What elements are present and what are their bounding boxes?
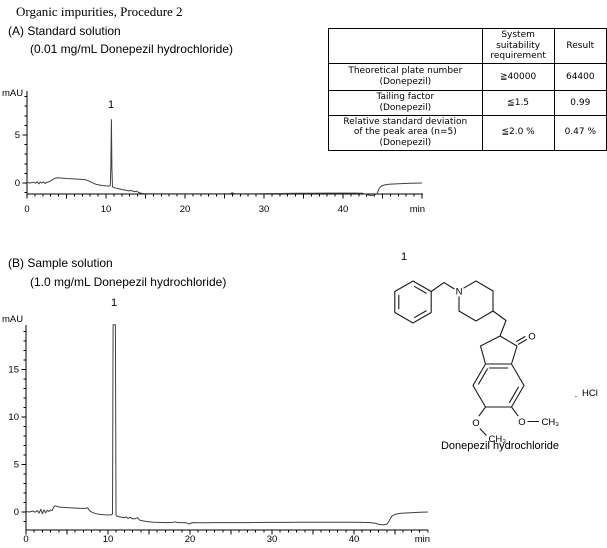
row-requirement-plate-number: ≧40000 [481, 62, 555, 91]
row-name-rsd: Relative standard deviation of the peak … [328, 114, 483, 151]
svg-text:10: 10 [103, 534, 114, 545]
system-suitability-table: System suitability requirement Result Th… [328, 28, 607, 151]
structure-peak-number: 1 [400, 251, 408, 263]
row-name-tailing-factor: Tailing factor (Donepezil) [328, 89, 483, 116]
methoxy-oxygen-right-label: O [518, 417, 525, 428]
table-row: Relative standard deviation of the peak … [328, 114, 607, 151]
svg-text:5: 5 [15, 130, 20, 141]
panel-b-sublabel: (1.0 mg/mL Donepezil hydrochloride) [30, 275, 227, 289]
hcl-label: HCl [582, 388, 598, 399]
peak-1-label-b: 1 [110, 297, 118, 309]
methoxy-oxygen-left-label: O [472, 418, 479, 429]
svg-text:0: 0 [24, 204, 29, 215]
row-result-rsd: 0.47 % [553, 114, 607, 151]
svg-text:0: 0 [14, 507, 19, 518]
panel-a-label: (A) Standard solution [8, 24, 121, 38]
table-row: Theoretical plate number (Donepezil) ≧40… [328, 62, 607, 91]
figure-title: Organic impurities, Procedure 2 [16, 4, 183, 19]
structure-caption: Donepezil hydrochloride [440, 440, 559, 452]
svg-text:10: 10 [8, 412, 19, 423]
row-requirement-tailing-factor: ≦1.5 [481, 89, 555, 116]
row-requirement-rsd: ≦2.0 % [481, 114, 555, 151]
table-header-requirement: System suitability requirement [481, 28, 555, 64]
ketone-oxygen-label: O [528, 332, 535, 343]
row-result-tailing-factor: 0.99 [553, 89, 607, 116]
svg-text:30: 30 [267, 534, 278, 545]
svg-text:0: 0 [23, 534, 28, 545]
bond-skeleton [394, 280, 539, 436]
methyl-left-label: CH₃ [489, 434, 507, 444]
svg-text:15: 15 [8, 365, 19, 376]
row-name-plate-number: Theoretical plate number (Donepezil) [328, 62, 483, 91]
svg-text:40: 40 [349, 534, 360, 545]
svg-text:30: 30 [259, 204, 270, 215]
svg-text:0: 0 [15, 178, 20, 189]
table-header-empty [328, 28, 483, 64]
peak-1-label-a: 1 [107, 99, 115, 111]
svg-text:40: 40 [338, 204, 349, 215]
svg-text:20: 20 [180, 204, 191, 215]
chromatogram-b: 0 10 20 30 40 min 0 5 10 15 mAU [2, 314, 430, 545]
svg-text:mAU: mAU [2, 314, 23, 325]
table-header-result: Result [553, 28, 607, 64]
svg-text:min: min [410, 204, 425, 215]
svg-text:20: 20 [185, 534, 196, 545]
svg-text:5: 5 [14, 460, 19, 471]
methyl-right-label: CH₃ [542, 417, 560, 428]
svg-text:mAU: mAU [2, 88, 23, 99]
svg-text:10: 10 [101, 204, 112, 215]
panel-b-label: (B) Sample solution [8, 256, 113, 270]
donepezil-structure: N O O CH₃ O CH₃ . HCl [394, 280, 598, 444]
panel-a-sublabel: (0.01 mg/mL Donepezil hydrochloride) [30, 42, 233, 56]
nitrogen-atom-label: N [456, 287, 463, 298]
salt-dot: . [575, 389, 578, 400]
row-result-plate-number: 64400 [553, 62, 607, 91]
svg-text:min: min [415, 534, 430, 545]
table-row: Tailing factor (Donepezil) ≦1.5 0.99 [328, 89, 607, 116]
chromatogram-a: 0 10 20 30 40 min 0 5 mAU [2, 88, 425, 215]
